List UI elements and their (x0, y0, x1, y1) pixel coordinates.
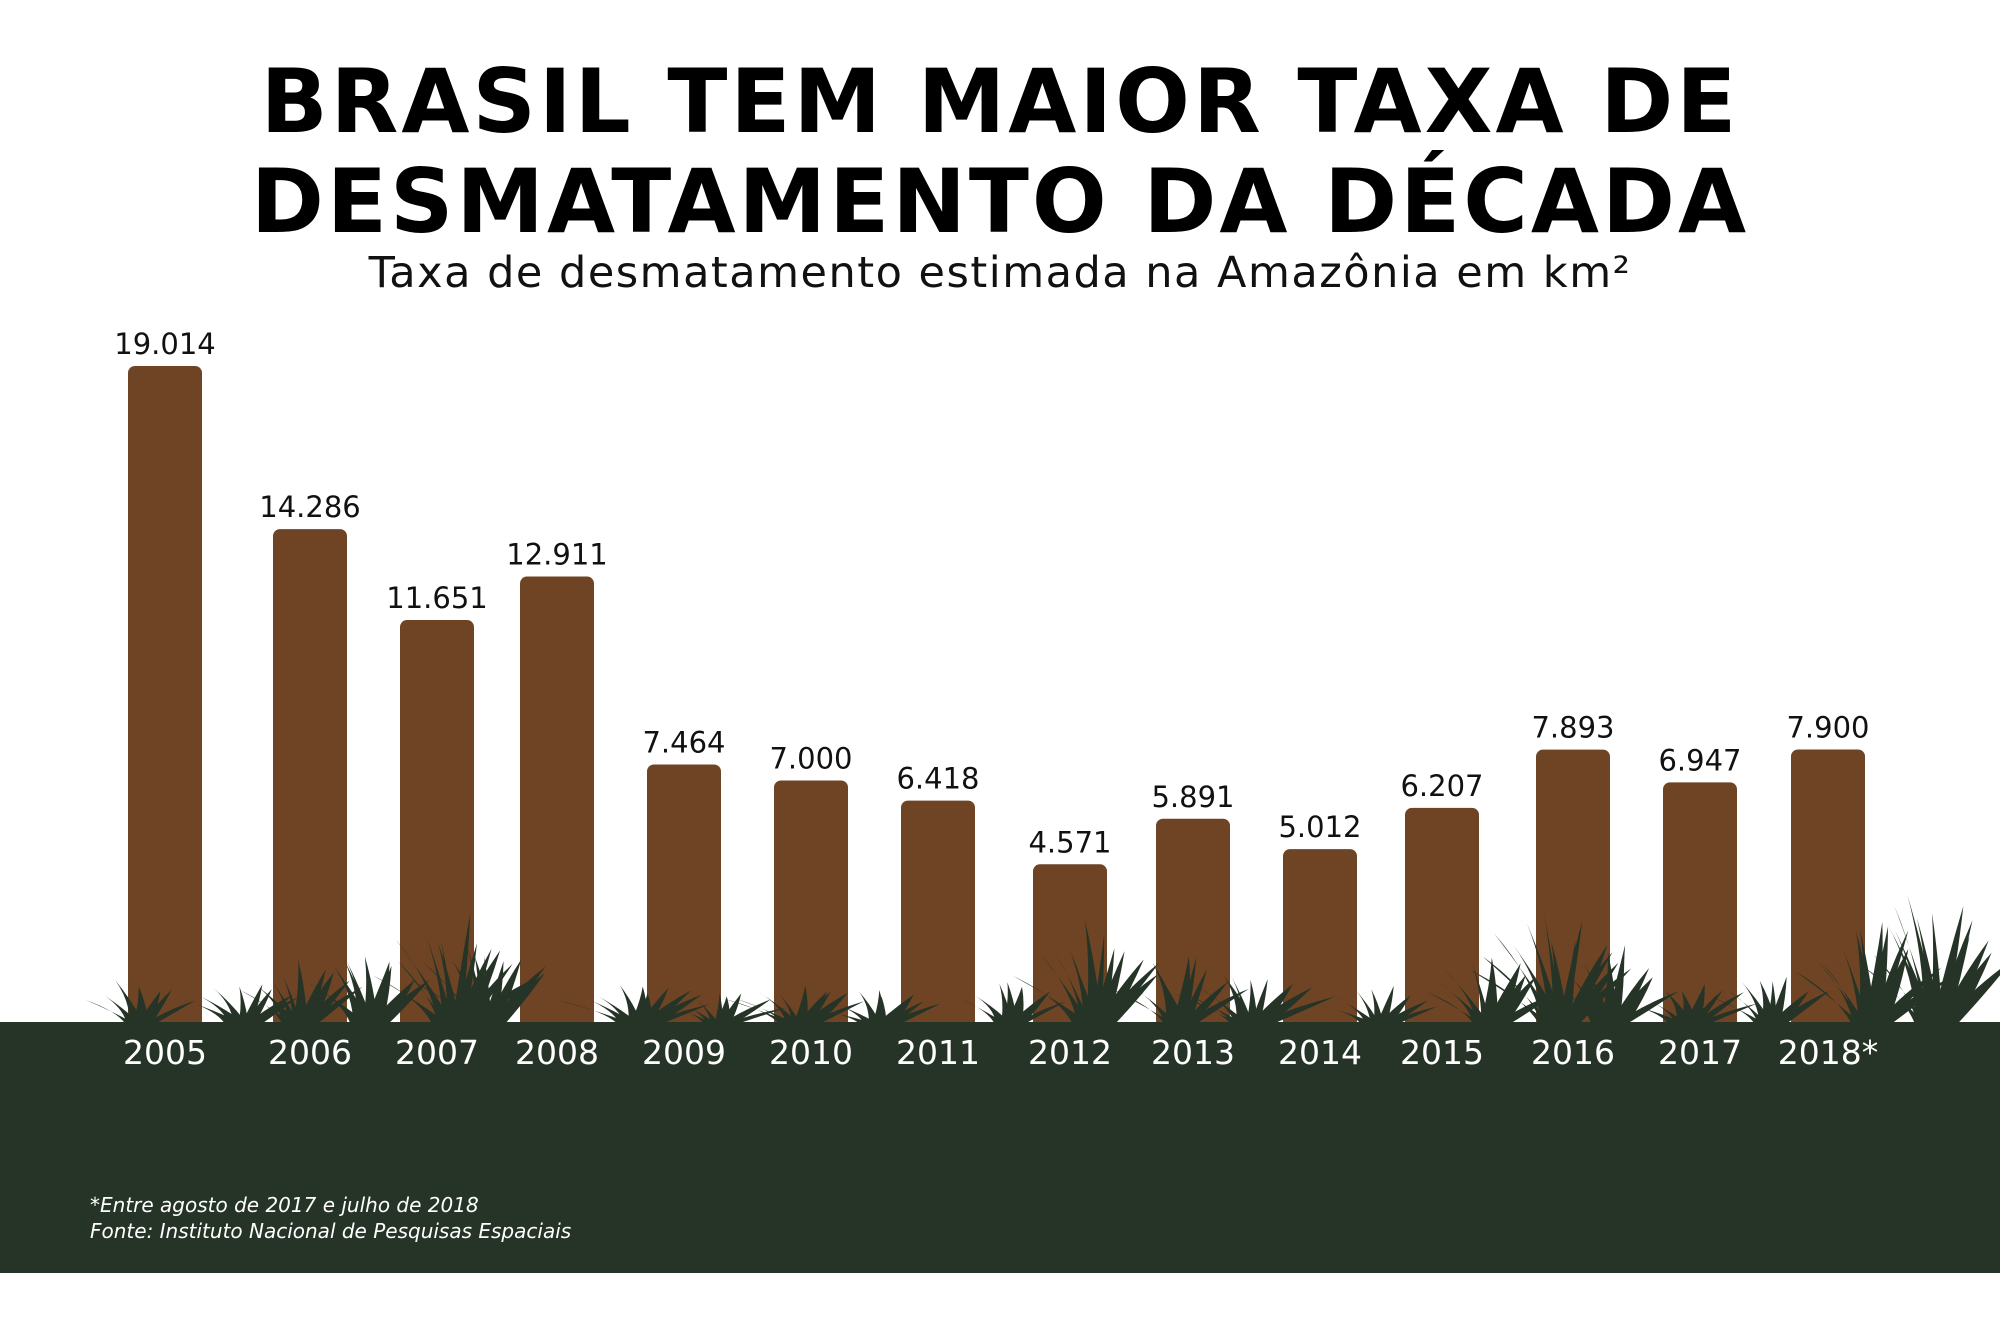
bar-2013 (1156, 818, 1230, 1028)
grass-tuft (1173, 975, 1336, 1024)
bar-2007 (400, 620, 474, 1028)
grass-tuft (1710, 976, 1830, 1024)
bar-2010 (774, 780, 848, 1028)
footnote-source: Fonte: Instituto Nacional de Pesquisas E… (90, 1219, 572, 1243)
value-label-2011: 6.418 (896, 762, 979, 796)
value-label-2014: 5.012 (1278, 810, 1361, 844)
grass-tuft (558, 985, 711, 1024)
chart-subtitle: Taxa de desmatamento estimada na Amazôni… (368, 248, 1632, 298)
bars-layer (128, 366, 1865, 1028)
value-label-2009: 7.464 (642, 725, 725, 759)
x-tick-label-2010: 2010 (769, 1033, 853, 1072)
x-tick-label-2017: 2017 (1658, 1033, 1742, 1072)
bar-2017 (1663, 782, 1737, 1028)
grass-tuft (668, 992, 787, 1024)
x-tick-label-2015: 2015 (1400, 1033, 1484, 1072)
x-tick-label-2016: 2016 (1531, 1033, 1615, 1072)
labels-layer: 19.014 2005 14.286 2006 11.651 2007 12.911 2008… (114, 327, 1878, 1072)
grass-tuft (1318, 985, 1437, 1024)
x-tick-label-2008: 2008 (515, 1033, 599, 1072)
x-tick-label-2005: 2005 (123, 1033, 207, 1072)
grass-tuft (85, 980, 195, 1024)
bar-2006 (273, 529, 347, 1028)
x-tick-label-2014: 2014 (1278, 1033, 1362, 1072)
x-tick-label-2009: 2009 (642, 1033, 726, 1072)
bar-2009 (647, 764, 721, 1028)
value-label-2007: 11.651 (386, 581, 487, 615)
grass-tuft (305, 956, 430, 1024)
chart-title: BRASIL TEM MAIOR TAXA DE DESMATAMENTO DA… (0, 52, 2000, 252)
x-tick-label-2006: 2006 (268, 1033, 352, 1072)
value-label-2018: 7.900 (1786, 710, 1869, 744)
grass-tuft (240, 959, 363, 1024)
grass-tuft (809, 989, 941, 1024)
x-tick-label-2012: 2012 (1028, 1033, 1112, 1072)
value-label-2008: 12.911 (506, 538, 607, 572)
value-label-2006: 14.286 (259, 490, 360, 524)
bar-2014 (1283, 849, 1357, 1028)
footnotes: *Entre agosto de 2017 e julho de 2018 Fo… (90, 1192, 571, 1244)
ground-band (0, 1022, 2000, 1273)
value-label-2012: 4.571 (1028, 825, 1111, 859)
grass-tuft (723, 985, 864, 1024)
x-tick-label-2011: 2011 (896, 1033, 980, 1072)
chart-title-line-1: BRASIL TEM MAIOR TAXA DE (260, 50, 1740, 153)
value-label-2016: 7.893 (1531, 711, 1614, 745)
grass-tuft (1110, 956, 1249, 1024)
bar-2015 (1405, 807, 1479, 1028)
bar-2005 (128, 366, 202, 1028)
grass-tuft (1864, 895, 2000, 1024)
grass-tuft (960, 982, 1066, 1024)
grass-tuft (1012, 919, 1160, 1024)
x-tick-label-2018: 2018* (1778, 1033, 1878, 1072)
grass-tuft (409, 945, 546, 1024)
grass-decoration (85, 895, 2000, 1024)
value-label-2015: 6.207 (1400, 769, 1483, 803)
value-label-2013: 5.891 (1151, 780, 1234, 814)
bar-2008 (520, 576, 594, 1028)
bar-2011 (901, 800, 975, 1028)
grass-tuft (1550, 944, 1679, 1024)
chart-title-line-2: DESMATAMENTO DA DÉCADA (250, 150, 1750, 253)
value-label-2010: 7.000 (769, 741, 852, 775)
grass-tuft (1618, 984, 1757, 1024)
grass-tuft (176, 984, 299, 1024)
x-tick-label-2007: 2007 (395, 1033, 479, 1072)
value-label-2017: 6.947 (1658, 743, 1741, 777)
footnote-period: *Entre agosto de 2017 e julho de 2018 (90, 1193, 479, 1217)
value-label-2005: 19.014 (114, 327, 215, 361)
x-tick-label-2013: 2013 (1151, 1033, 1235, 1072)
